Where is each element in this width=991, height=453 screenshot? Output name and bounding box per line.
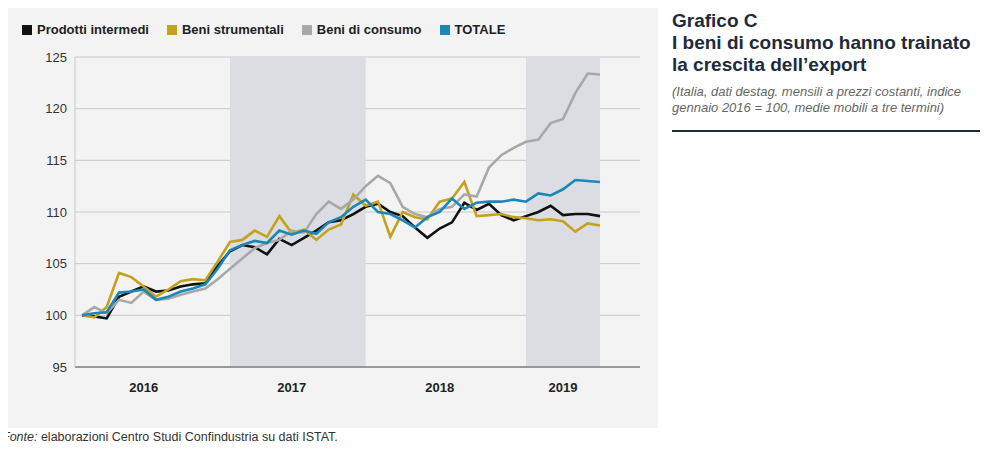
svg-text:115: 115: [46, 153, 67, 168]
svg-text:2018: 2018: [425, 380, 454, 395]
svg-text:110: 110: [46, 205, 67, 220]
html-text:Beni strumentali: Beni strumentali: [182, 22, 284, 37]
html-text:Grafico C: Grafico C: [672, 10, 758, 31]
html-text:Prodotti intermedi: Prodotti intermedi: [37, 22, 149, 37]
html-text:Fonte: elaborazioni Centro Stu: Fonte: elaborazioni Centro Studi Confind…: [2, 430, 338, 444]
svg-text:125: 125: [45, 50, 67, 65]
svg-text:2016: 2016: [129, 380, 158, 395]
html-text:(Italia, dati destag. mensili: (Italia, dati destag. mensili a prezzi c…: [672, 84, 961, 115]
html-text:TOTALE: TOTALE: [454, 22, 506, 37]
svg-text:100: 100: [45, 308, 67, 323]
html-text:I beni di consumo hanno traina: I beni di consumo hanno trainato la cres…: [672, 32, 971, 75]
svg-text:2017: 2017: [277, 380, 306, 395]
svg-text:120: 120: [45, 101, 67, 116]
svg-text:105: 105: [45, 256, 67, 271]
svg-text:95: 95: [53, 360, 67, 375]
html-text:Beni di consumo: Beni di consumo: [316, 22, 422, 37]
svg-text:2019: 2019: [549, 380, 578, 395]
